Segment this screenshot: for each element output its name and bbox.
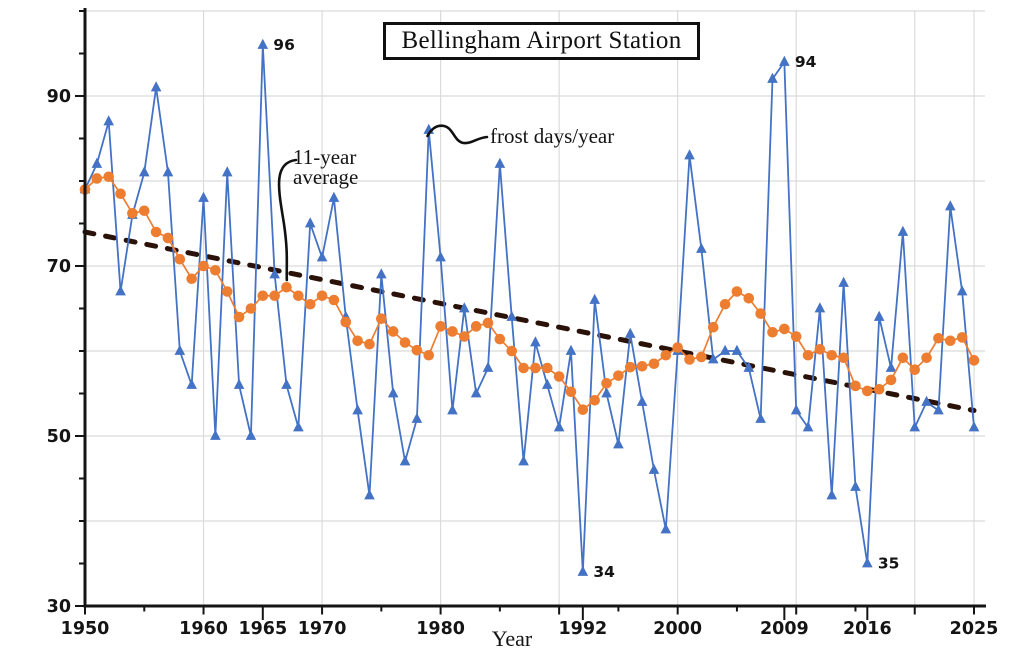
avg-markers — [79, 171, 980, 415]
x-tick-label: 2025 — [950, 619, 999, 639]
y-axis-ticks — [75, 10, 85, 607]
x-tick-label: 1992 — [558, 619, 607, 639]
y-tick-label: 50 — [47, 427, 71, 447]
peak-annotation: 96 — [273, 36, 295, 54]
frost-markers — [79, 38, 980, 576]
x-tick-label: 2000 — [653, 619, 702, 639]
y-tick-label: 70 — [47, 257, 71, 277]
trend-line — [82, 229, 977, 413]
frost-series-label: frost days/year — [490, 124, 615, 148]
frost-line — [84, 44, 975, 573]
x-tick-label: 1965 — [238, 619, 287, 639]
x-tick-label: 1970 — [298, 619, 347, 639]
y-tick-label: 30 — [47, 597, 71, 617]
x-tick-label: 2009 — [760, 619, 809, 639]
frost-leader-line — [426, 124, 489, 145]
peak-annotation: 34 — [593, 563, 615, 581]
chart-title: Bellingham Airport Station — [401, 27, 682, 54]
x-tick-label: 1960 — [179, 619, 228, 639]
x-tick-label: 1950 — [61, 619, 110, 639]
y-axis-labels: 30 50 70 90 — [47, 87, 71, 617]
x-axis-ticks — [84, 606, 975, 620]
x-tick-label: 1980 — [416, 619, 465, 639]
avg-series-label-line2: average — [293, 165, 359, 189]
x-axis-labels: 1950 1960 1965 1970 1980 1992 2000 2009 2016 2025 — [61, 619, 999, 639]
peak-annotations: 96 94 34 35 — [273, 36, 899, 581]
peak-annotation: 94 — [795, 53, 817, 71]
y-tick-label: 90 — [47, 87, 71, 107]
gridlines — [85, 10, 985, 605]
leader-lines — [277, 124, 489, 282]
avg-line — [84, 175, 975, 411]
chart-title-box: Bellingham Airport Station — [383, 22, 700, 60]
avg-series — [79, 171, 980, 415]
x-tick-label: 2016 — [843, 619, 892, 639]
avg-series-label-line1: 11-year — [293, 145, 357, 169]
axes — [83, 8, 986, 608]
peak-annotation: 35 — [878, 555, 900, 573]
x-axis-title: Year — [491, 626, 533, 651]
frost-series — [79, 38, 980, 576]
avg-leader-line — [277, 158, 298, 282]
avg-series-label: 11-year average — [293, 145, 359, 189]
